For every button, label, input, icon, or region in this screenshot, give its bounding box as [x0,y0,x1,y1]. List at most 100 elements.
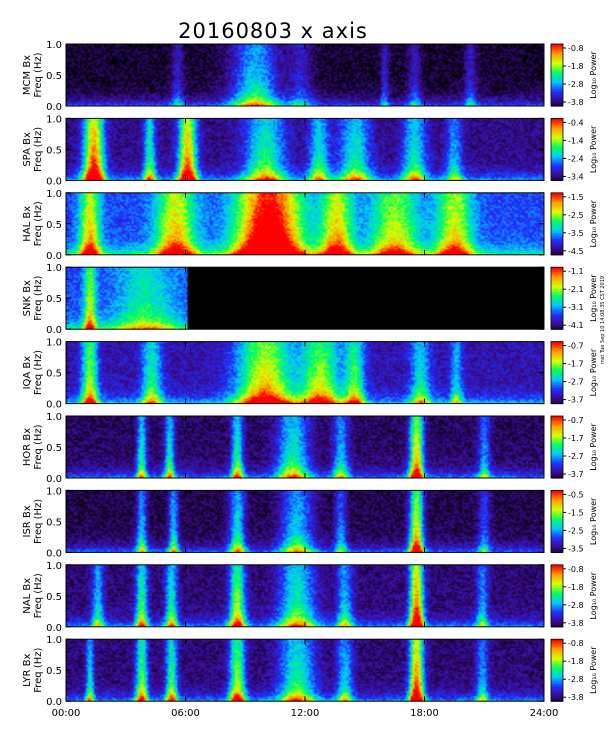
station-label: ISR Bx [22,505,33,537]
colorbar-segment [551,671,563,674]
colorbar: -0.7 -1.7 -2.7 -3.7 Log₁₀ Power [550,341,598,405]
colorbar-segment [551,237,563,240]
spectrogram-image [66,341,544,404]
colorbar-segment [551,696,563,699]
colorbar-segment [551,491,563,495]
colorbar-segment [551,78,563,81]
colorbar-segment [551,44,563,47]
colorbar-segment [551,426,563,429]
colorbar-segment [551,104,563,107]
colorbar-tick-label: -3.8 [568,619,584,628]
y-tick-label: 0.5 [46,145,62,156]
colorbar-tick-label: -2.5 [568,211,584,220]
colorbar-label: Log₁₀ Power [589,497,598,545]
colorbar-segment [551,157,563,160]
colorbar-segment [551,126,563,129]
colorbar-segment [551,569,563,572]
colorbar-segment [551,87,563,90]
colorbar-segment [551,657,563,660]
colorbar-segment [551,474,563,478]
colorbar-segment [551,595,563,598]
colorbar-segment [551,468,563,471]
colorbar-frame [550,266,564,330]
colorbar-segment [551,135,563,138]
spectrogram-image [66,416,544,478]
colorbar-segment [551,304,563,307]
colorbar-segment [551,454,563,457]
colorbar-segment [551,450,563,453]
y-tick-label: 1.0 [46,189,62,200]
colorbar-frame [550,118,564,181]
x-tick-label: 24:00 [530,708,559,719]
colorbar-segment [551,298,563,301]
colorbar-segment [551,619,563,622]
colorbar-tick-label: -0.7 [568,416,584,425]
colorbar-tick-label: -3.7 [568,396,584,405]
colorbar-segment [551,462,563,465]
colorbar-segment [551,473,563,476]
colorbar-segment [551,457,563,460]
colorbar-tick-label: -1.8 [568,657,584,666]
colorbar-segment [551,496,563,499]
y-tick-label: 0.5 [46,592,62,603]
colorbar-segment [551,150,563,154]
freq-axis-label: Freq (Hz) [33,424,44,469]
colorbar-segment [551,546,563,549]
colorbar-tick-label: -4.1 [568,321,584,330]
colorbar-segment [551,354,563,357]
colorbar-segment [551,394,563,397]
colorbar-segment [551,273,563,276]
spectrogram-image [66,44,544,106]
freq-axis-label: Freq (Hz) [33,573,44,618]
colorbar-segment [551,226,563,230]
colorbar-segment [551,51,563,54]
colorbar-segment [551,521,563,524]
colorbar-frame [550,638,564,702]
colorbar-segment [551,88,563,92]
panel-mcm: 0.0 0.5 1.0 MCM Bx Freq (Hz) -0.8 -1.8 -2.8 -3.8… [22,40,598,113]
colorbar-segment [551,691,563,695]
colorbar-segment [551,699,563,702]
colorbar-segment [551,285,563,288]
colorbar-segment [551,615,563,619]
colorbar-segment [551,321,563,324]
time-axis: 00:00 06:00 12:00 18:00 24:00 [52,708,559,719]
colorbar-segment [551,222,563,225]
y-tick-label: 0.5 [46,71,62,82]
colorbar-segment [551,620,563,623]
panel-hor: 0.0 0.5 1.0 HOR Bx Freq (Hz) -0.7 -1.7 -2.7 -3.7… [22,412,598,485]
colorbar-tick-label: -3.4 [568,172,584,181]
colorbar-segment [551,253,563,256]
colorbar-segment [551,98,563,101]
colorbar-segment [551,581,563,584]
colorbar-segment [551,247,563,250]
colorbar-segment [551,290,563,293]
colorbar-segment [551,292,563,295]
colorbar-segment [551,172,563,175]
colorbar-segment [551,231,563,234]
colorbar-segment [551,140,563,143]
colorbar-segment [551,85,563,88]
colorbar-segment [551,588,563,591]
colorbar-segment [551,515,563,518]
colorbar-segment [551,346,563,349]
colorbar-segment [551,343,563,346]
colorbar-segment [551,217,563,220]
colorbar-segment [551,476,563,479]
colorbar-segment [551,543,563,546]
colorbar-segment [551,92,563,95]
colorbar-tick-label: -3.1 [568,303,584,312]
colorbar-segment [551,541,563,544]
colorbar-frame [550,192,564,256]
colorbar-segment [551,574,563,577]
station-label: MCM Bx [22,55,33,95]
colorbar-segment [551,367,563,371]
colorbar-segment [551,609,563,612]
colorbar-segment [551,417,563,420]
colorbar-segment [551,445,563,448]
colorbar-segment [551,659,563,662]
colorbar-tick-label: -1.4 [568,136,584,145]
x-tick-label: 00:00 [52,708,81,719]
